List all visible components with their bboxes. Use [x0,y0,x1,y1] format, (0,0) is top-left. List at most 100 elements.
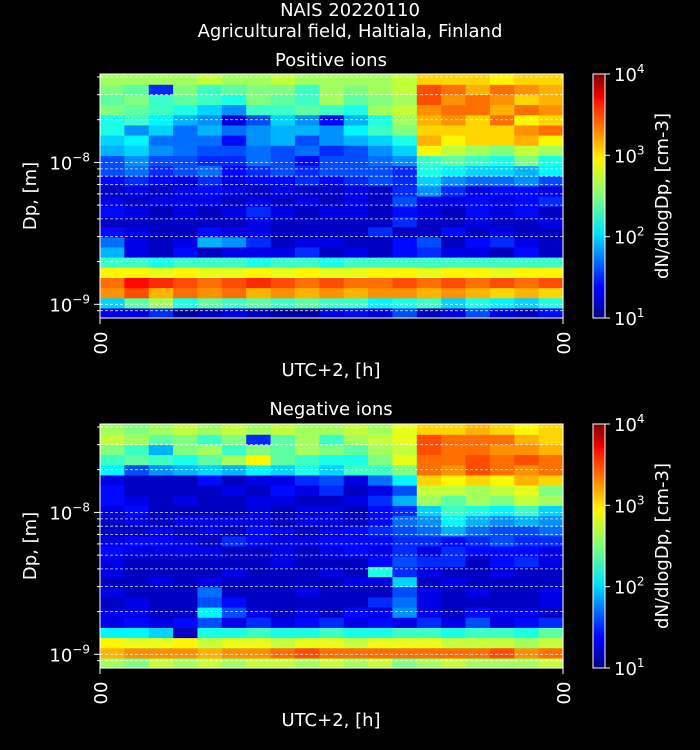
heatmap-cell [124,287,150,299]
heatmap-cell [489,277,515,289]
heatmap-cell [368,307,394,319]
y-tick-label: 10−8 [49,500,90,524]
heatmap-cell [538,647,564,659]
heatmap-cell [416,434,442,445]
heatmap-cell [319,267,345,278]
heatmap-cell [514,145,540,156]
heatmap-cell [294,155,320,167]
heatmap-cell [270,596,296,608]
heatmap-cell [465,216,491,228]
heatmap-cell [197,617,223,628]
heatmap-cell [392,444,418,456]
heatmap-cell [173,104,199,116]
heatmap-cell [100,515,125,527]
heatmap-cell [100,647,125,659]
heatmap-cell [294,576,320,588]
heatmap-cell [416,546,442,557]
heatmap-cell [270,586,296,598]
heatmap-cell [221,206,247,217]
heatmap-cell [197,226,223,238]
heatmap-cell [197,84,223,95]
heatmap-cell [246,495,272,506]
heatmap-cell [416,576,442,588]
heatmap-cell [124,307,150,319]
heatmap-cell [538,277,564,289]
heatmap-cell [319,165,345,177]
heatmap-cell [100,287,125,299]
heatmap-cell [416,226,442,238]
heatmap-cell [392,474,418,486]
heatmap-cell [343,495,369,506]
heatmap-cell [489,165,515,177]
heatmap-cell [343,586,369,598]
colorbar-label: dN/dlogDp, [cm-3] [652,113,673,279]
heatmap-cell [538,515,564,527]
heatmap-cell [416,505,442,517]
heatmap-cell [465,535,491,547]
heatmap-cell [538,556,564,567]
heatmap-cell [173,226,199,238]
heatmap-cell [173,267,199,278]
heatmap-cell [294,586,320,598]
heatmap-cell [221,637,247,649]
heatmap-cell [100,485,125,496]
heatmap-cell [465,297,491,309]
heatmap-cell [465,454,491,466]
heatmap-cell [294,596,320,608]
heatmap-cell [124,74,150,85]
heatmap-cell [173,596,199,608]
heatmap-cell [173,287,199,299]
heatmap-cell [416,617,442,628]
heatmap-cell [441,454,467,466]
colorbar-tick-label: 104 [614,412,645,436]
heatmap-cell [319,84,345,95]
heatmap-cell [221,485,247,496]
heatmap-cell [441,607,467,618]
heatmap-cell [538,155,564,167]
heatmap-cell [319,277,345,289]
heatmap-cell [148,206,174,217]
heatmap-cell [246,657,272,669]
heatmap-cell [514,236,540,248]
heatmap-cell [489,267,515,278]
heatmap-cell [465,424,491,435]
heatmap-cell [270,277,296,289]
heatmap-cell [294,267,320,278]
heatmap-cell [538,185,564,197]
heatmap-cell [392,196,418,207]
heatmap-cell [416,277,442,289]
heatmap-cell [221,246,247,258]
heatmap-cell [270,566,296,578]
heatmap-cell [246,84,272,95]
heatmap-cell [221,566,247,578]
heatmap-cell [441,114,467,126]
plot-frame [99,73,564,319]
heatmap-cell [319,505,345,517]
heatmap-cell [538,495,564,506]
heatmap-cell [221,297,247,309]
heatmap-cell [489,515,515,527]
heatmap-cell [368,454,394,466]
heatmap-cell [465,287,491,299]
heatmap-cell [489,596,515,608]
heatmap-cell [197,586,223,598]
heatmap-cell [538,104,564,116]
heatmap-cell [343,94,369,106]
heatmap-cell [343,444,369,456]
heatmap-cell [343,546,369,557]
heatmap-cell [173,135,199,146]
plot-frame [99,423,564,669]
heatmap-cell [124,627,150,639]
heatmap-cell [270,216,296,228]
heatmap-cell [343,607,369,618]
heatmap-cell [124,576,150,588]
heatmap-cell [392,454,418,466]
heatmap-cell [294,515,320,527]
heatmap-cell [441,637,467,649]
heatmap-cell [197,464,223,476]
heatmap-cell [343,175,369,187]
colorbar-gradient [592,73,606,319]
heatmap-cell [514,155,540,167]
heatmap-cell [100,454,125,466]
heatmap-cell [221,474,247,486]
